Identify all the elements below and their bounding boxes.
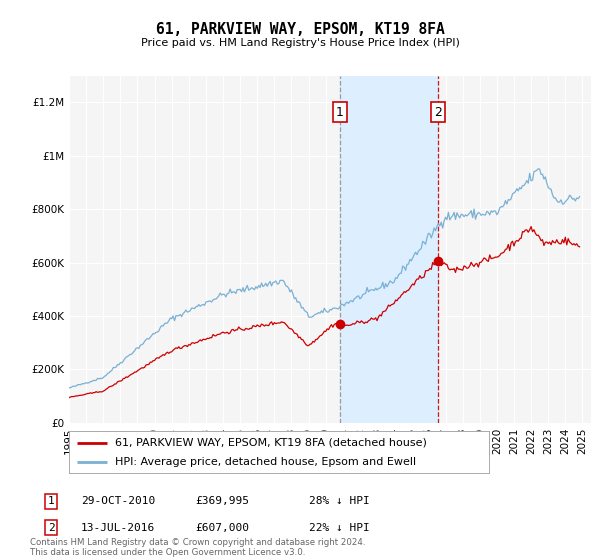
- Text: 29-OCT-2010: 29-OCT-2010: [81, 496, 155, 506]
- Text: £369,995: £369,995: [195, 496, 249, 506]
- Text: 13-JUL-2016: 13-JUL-2016: [81, 522, 155, 533]
- Text: 1: 1: [336, 105, 344, 119]
- Text: HPI: Average price, detached house, Epsom and Ewell: HPI: Average price, detached house, Epso…: [115, 458, 416, 467]
- Text: Price paid vs. HM Land Registry's House Price Index (HPI): Price paid vs. HM Land Registry's House …: [140, 38, 460, 48]
- Text: 2: 2: [47, 522, 55, 533]
- Bar: [340, 76, 437, 423]
- Text: Contains HM Land Registry data © Crown copyright and database right 2024.
This d: Contains HM Land Registry data © Crown c…: [30, 538, 365, 557]
- Text: 28% ↓ HPI: 28% ↓ HPI: [309, 496, 370, 506]
- Text: 61, PARKVIEW WAY, EPSOM, KT19 8FA: 61, PARKVIEW WAY, EPSOM, KT19 8FA: [155, 22, 445, 38]
- Text: 1: 1: [47, 496, 55, 506]
- Text: 61, PARKVIEW WAY, EPSOM, KT19 8FA (detached house): 61, PARKVIEW WAY, EPSOM, KT19 8FA (detac…: [115, 438, 427, 448]
- Text: 2: 2: [434, 105, 442, 119]
- Text: £607,000: £607,000: [195, 522, 249, 533]
- Text: 22% ↓ HPI: 22% ↓ HPI: [309, 522, 370, 533]
